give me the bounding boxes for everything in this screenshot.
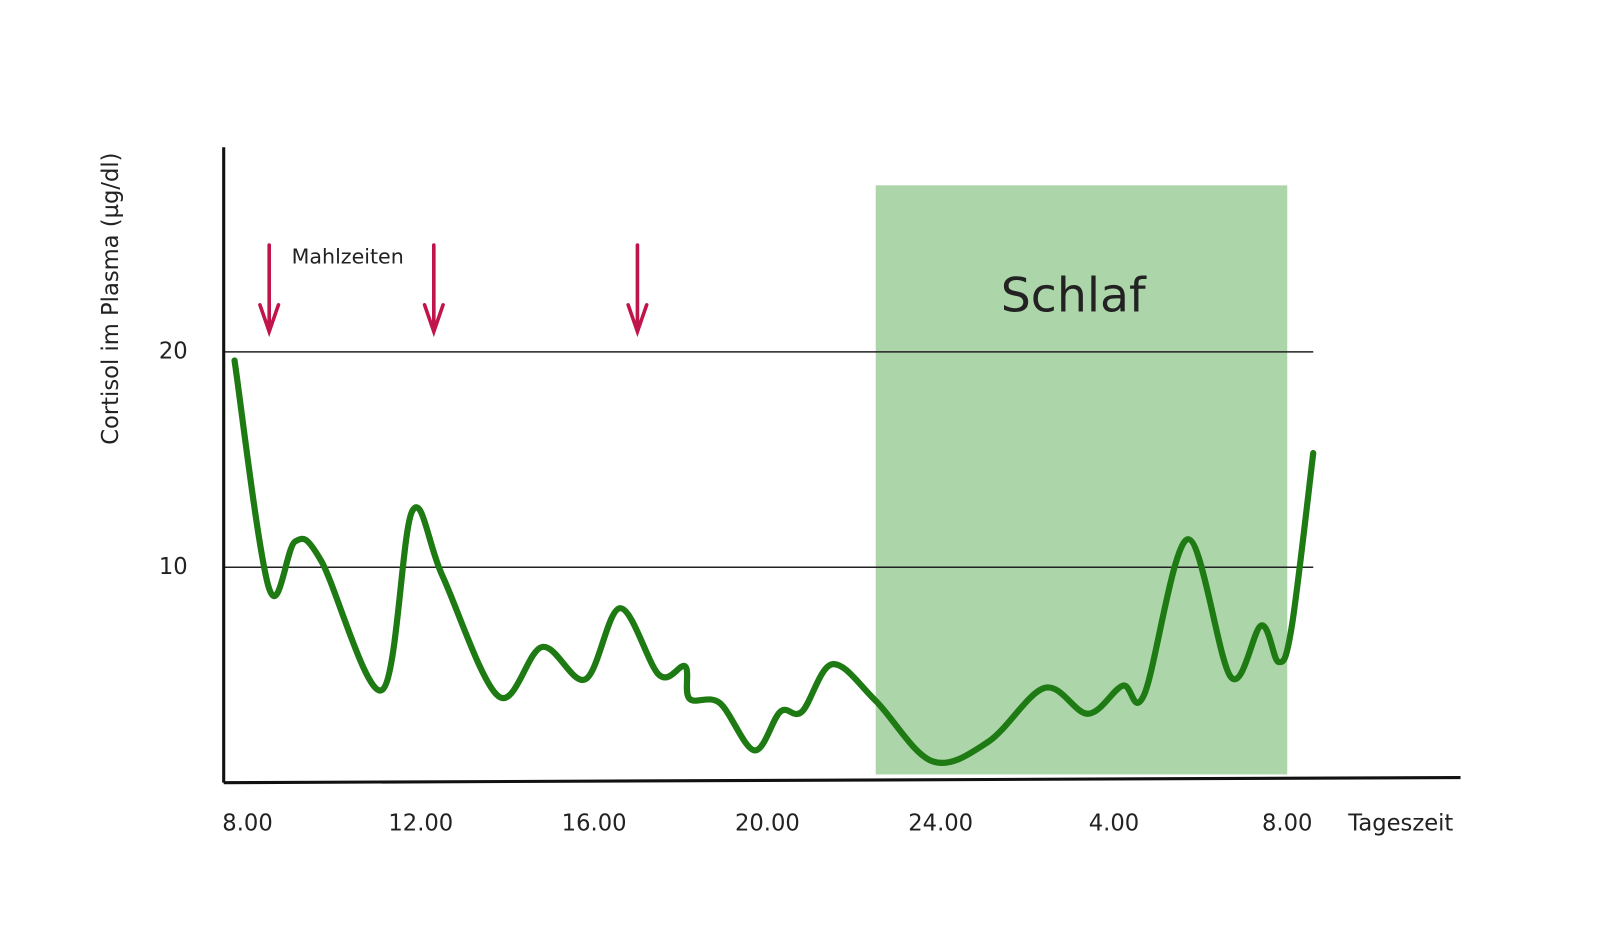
x-tick-label: 16.00 (562, 810, 627, 836)
meals-label: Mahlzeiten (292, 244, 404, 268)
x-tick-label: 20.00 (735, 810, 800, 836)
x-tick-label: 12.00 (388, 810, 453, 836)
x-tick-label: 8.00 (1262, 810, 1312, 836)
sleep-region (875, 185, 1288, 775)
y-tick-label: 10 (159, 554, 188, 580)
meal-arrow (422, 243, 445, 338)
meal-arrow (258, 243, 281, 338)
cortisol-line (231, 357, 1317, 766)
x-tick-label: 4.00 (1089, 810, 1139, 836)
x-axis-label: Tageszeit (1347, 810, 1453, 836)
x-tick-label: 8.00 (222, 810, 272, 836)
meal-arrow (626, 243, 649, 338)
y-axis-label: Cortisol im Plasma (µg/dl) (98, 153, 124, 445)
sleep-label: Schlaf (1001, 269, 1147, 324)
x-axis (223, 775, 1461, 785)
x-tick-label: 24.00 (908, 810, 973, 836)
y-tick-label: 20 (159, 338, 188, 364)
